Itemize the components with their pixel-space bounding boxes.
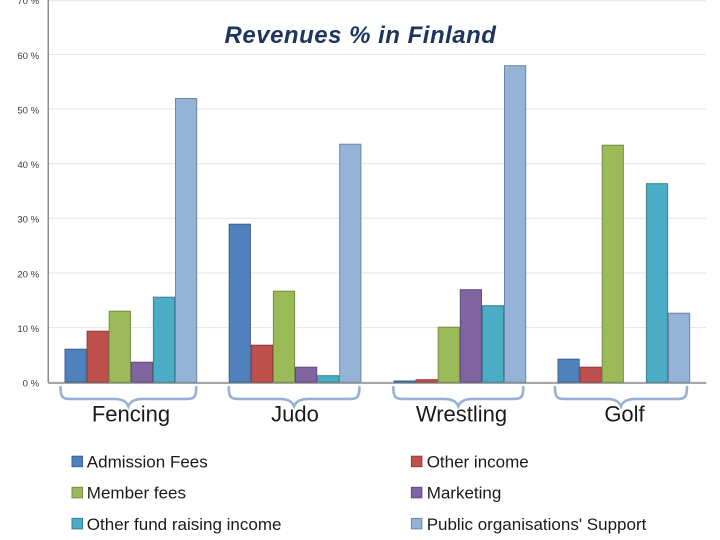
svg-text:30 %: 30 % bbox=[17, 215, 39, 226]
svg-text:Public organisations' Support: Public organisations' Support bbox=[427, 515, 647, 534]
svg-text:Member fees: Member fees bbox=[87, 484, 186, 503]
svg-text:40 %: 40 % bbox=[17, 160, 39, 171]
svg-text:70 %: 70 % bbox=[17, 0, 39, 7]
svg-text:Other fund raising income: Other fund raising income bbox=[87, 515, 282, 534]
svg-text:Fencing: Fencing bbox=[92, 402, 170, 427]
svg-text:0 %: 0 % bbox=[23, 379, 40, 390]
svg-text:Admission Fees: Admission Fees bbox=[87, 453, 208, 472]
svg-text:Wrestling: Wrestling bbox=[416, 402, 507, 427]
svg-text:Judo: Judo bbox=[271, 402, 319, 427]
svg-text:60 %: 60 % bbox=[17, 51, 39, 62]
svg-text:50 %: 50 % bbox=[17, 106, 39, 117]
svg-text:20 %: 20 % bbox=[17, 269, 39, 280]
svg-text:10 %: 10 % bbox=[17, 324, 39, 335]
svg-text:Marketing: Marketing bbox=[427, 484, 502, 503]
svg-text:Golf: Golf bbox=[604, 402, 645, 427]
svg-text:Other income: Other income bbox=[427, 453, 529, 472]
svg-text:Revenues % in Finland: Revenues % in Finland bbox=[225, 22, 498, 49]
